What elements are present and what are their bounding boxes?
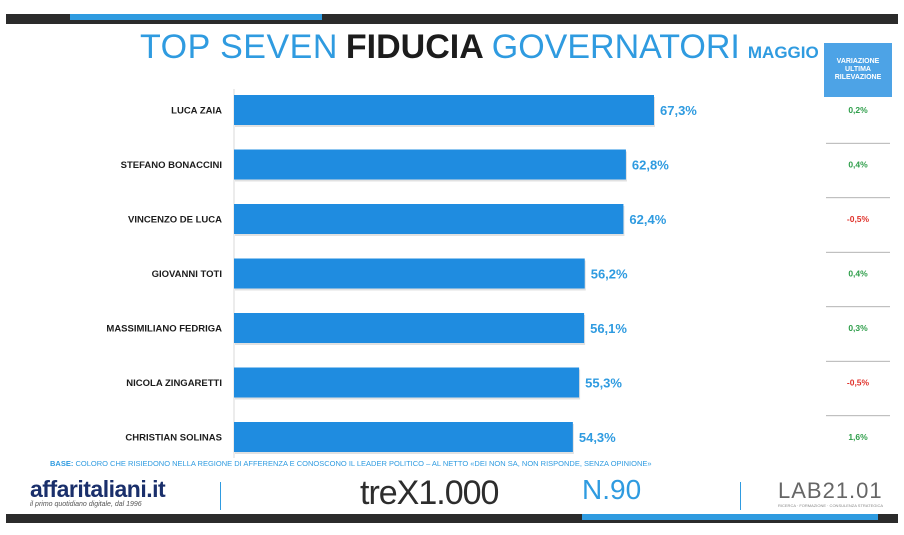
bar	[234, 95, 654, 125]
bar	[234, 313, 585, 343]
title-part-1: TOP SEVEN	[140, 28, 338, 66]
data-label: 62,8%	[632, 158, 669, 173]
data-label: 55,3%	[585, 376, 622, 391]
lab2101-tagline: RICERCA · FORMAZIONE · CONSULENZA STRATE…	[778, 503, 884, 508]
footnote-label: BASE:	[50, 459, 74, 468]
affaritaliani-tagline: il primo quotidiano digitale, dal 1996	[30, 501, 142, 508]
top-frame-bar	[6, 14, 898, 24]
category-label: MASSIMILIANO FEDRIGA	[106, 324, 222, 335]
bar	[234, 258, 585, 289]
variation-value: 0,3%	[848, 323, 868, 333]
affaritaliani-logo: affaritaliani.it il primo quotidiano dig…	[30, 476, 210, 508]
variation-value: 0,2%	[848, 105, 868, 115]
data-label: 62,4%	[629, 212, 666, 227]
category-label: GIOVANNI TOTI	[152, 269, 222, 280]
bar	[234, 204, 624, 234]
bottom-frame-accent	[582, 514, 878, 520]
data-label: 54,3%	[579, 430, 616, 445]
category-label: STEFANO BONACCINI	[121, 160, 222, 171]
n90-logo: N.90	[582, 474, 642, 505]
title-part-2: FIDUCIA	[345, 28, 484, 66]
data-label: 67,3%	[660, 103, 697, 118]
logo-separator	[740, 482, 741, 510]
bar	[234, 367, 580, 398]
variation-value: 0,4%	[848, 160, 868, 170]
bottom-frame-bar	[6, 514, 898, 523]
category-label: LUCA ZAIA	[171, 106, 222, 117]
variation-value: -0,5%	[847, 214, 870, 224]
footnote: BASE: COLORO CHE RISIEDONO NELLA REGIONE…	[50, 459, 870, 468]
bar	[234, 422, 573, 452]
data-label: 56,2%	[591, 267, 628, 282]
category-label: CHRISTIAN SOLINAS	[125, 433, 222, 444]
category-label: NICOLA ZINGARETTI	[126, 378, 222, 389]
variation-header: VARIAZIONE ULTIMA RILEVAZIONE	[824, 43, 892, 97]
top-frame-accent	[70, 14, 322, 20]
footnote-text: COLORO CHE RISIEDONO NELLA REGIONE DI AF…	[75, 459, 652, 468]
category-label: VINCENZO DE LUCA	[128, 215, 222, 226]
bar	[234, 149, 626, 180]
variation-value: 0,4%	[848, 269, 868, 279]
affaritaliani-name: affaritaliani.it	[30, 476, 166, 502]
lab2101-logo: LAB21.01	[778, 478, 883, 503]
logo-separator	[220, 482, 221, 510]
data-label: 56,1%	[590, 321, 627, 336]
trex-logo: treX1.000	[360, 474, 499, 512]
variation-header-label: VARIAZIONE ULTIMA RILEVAZIONE	[834, 58, 882, 81]
variation-value: -0,5%	[847, 378, 870, 388]
title-part-3: GOVERNATORI	[491, 28, 740, 66]
variation-value: 1,6%	[848, 432, 868, 442]
